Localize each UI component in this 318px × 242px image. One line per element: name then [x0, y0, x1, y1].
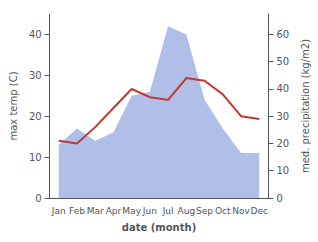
svg-text:Apr: Apr — [106, 206, 122, 216]
svg-text:May: May — [122, 206, 141, 216]
svg-text:20: 20 — [276, 138, 289, 149]
svg-text:40: 40 — [276, 83, 289, 94]
svg-text:Oct: Oct — [215, 206, 231, 216]
svg-text:40: 40 — [29, 29, 42, 40]
svg-text:10: 10 — [29, 152, 42, 163]
svg-text:20: 20 — [29, 111, 42, 122]
svg-text:date (month): date (month) — [122, 222, 196, 233]
svg-text:Jan: Jan — [51, 206, 66, 216]
svg-text:max temp (C): max temp (C) — [8, 71, 19, 140]
svg-text:10: 10 — [276, 165, 289, 176]
svg-text:60: 60 — [276, 29, 289, 40]
svg-text:Sep: Sep — [196, 206, 213, 216]
svg-text:Jul: Jul — [162, 206, 174, 216]
svg-text:med. precipitation (kg/m2): med. precipitation (kg/m2) — [300, 39, 311, 173]
svg-text:0: 0 — [276, 193, 282, 204]
svg-text:Nov: Nov — [232, 206, 250, 216]
svg-text:Mar: Mar — [87, 206, 104, 216]
svg-text:Feb: Feb — [69, 206, 85, 216]
svg-text:Dec: Dec — [251, 206, 268, 216]
svg-text:30: 30 — [29, 70, 42, 81]
svg-text:50: 50 — [276, 56, 289, 67]
svg-text:Jun: Jun — [142, 206, 157, 216]
svg-text:Aug: Aug — [178, 206, 196, 216]
svg-text:0: 0 — [35, 193, 41, 204]
svg-text:30: 30 — [276, 111, 289, 122]
